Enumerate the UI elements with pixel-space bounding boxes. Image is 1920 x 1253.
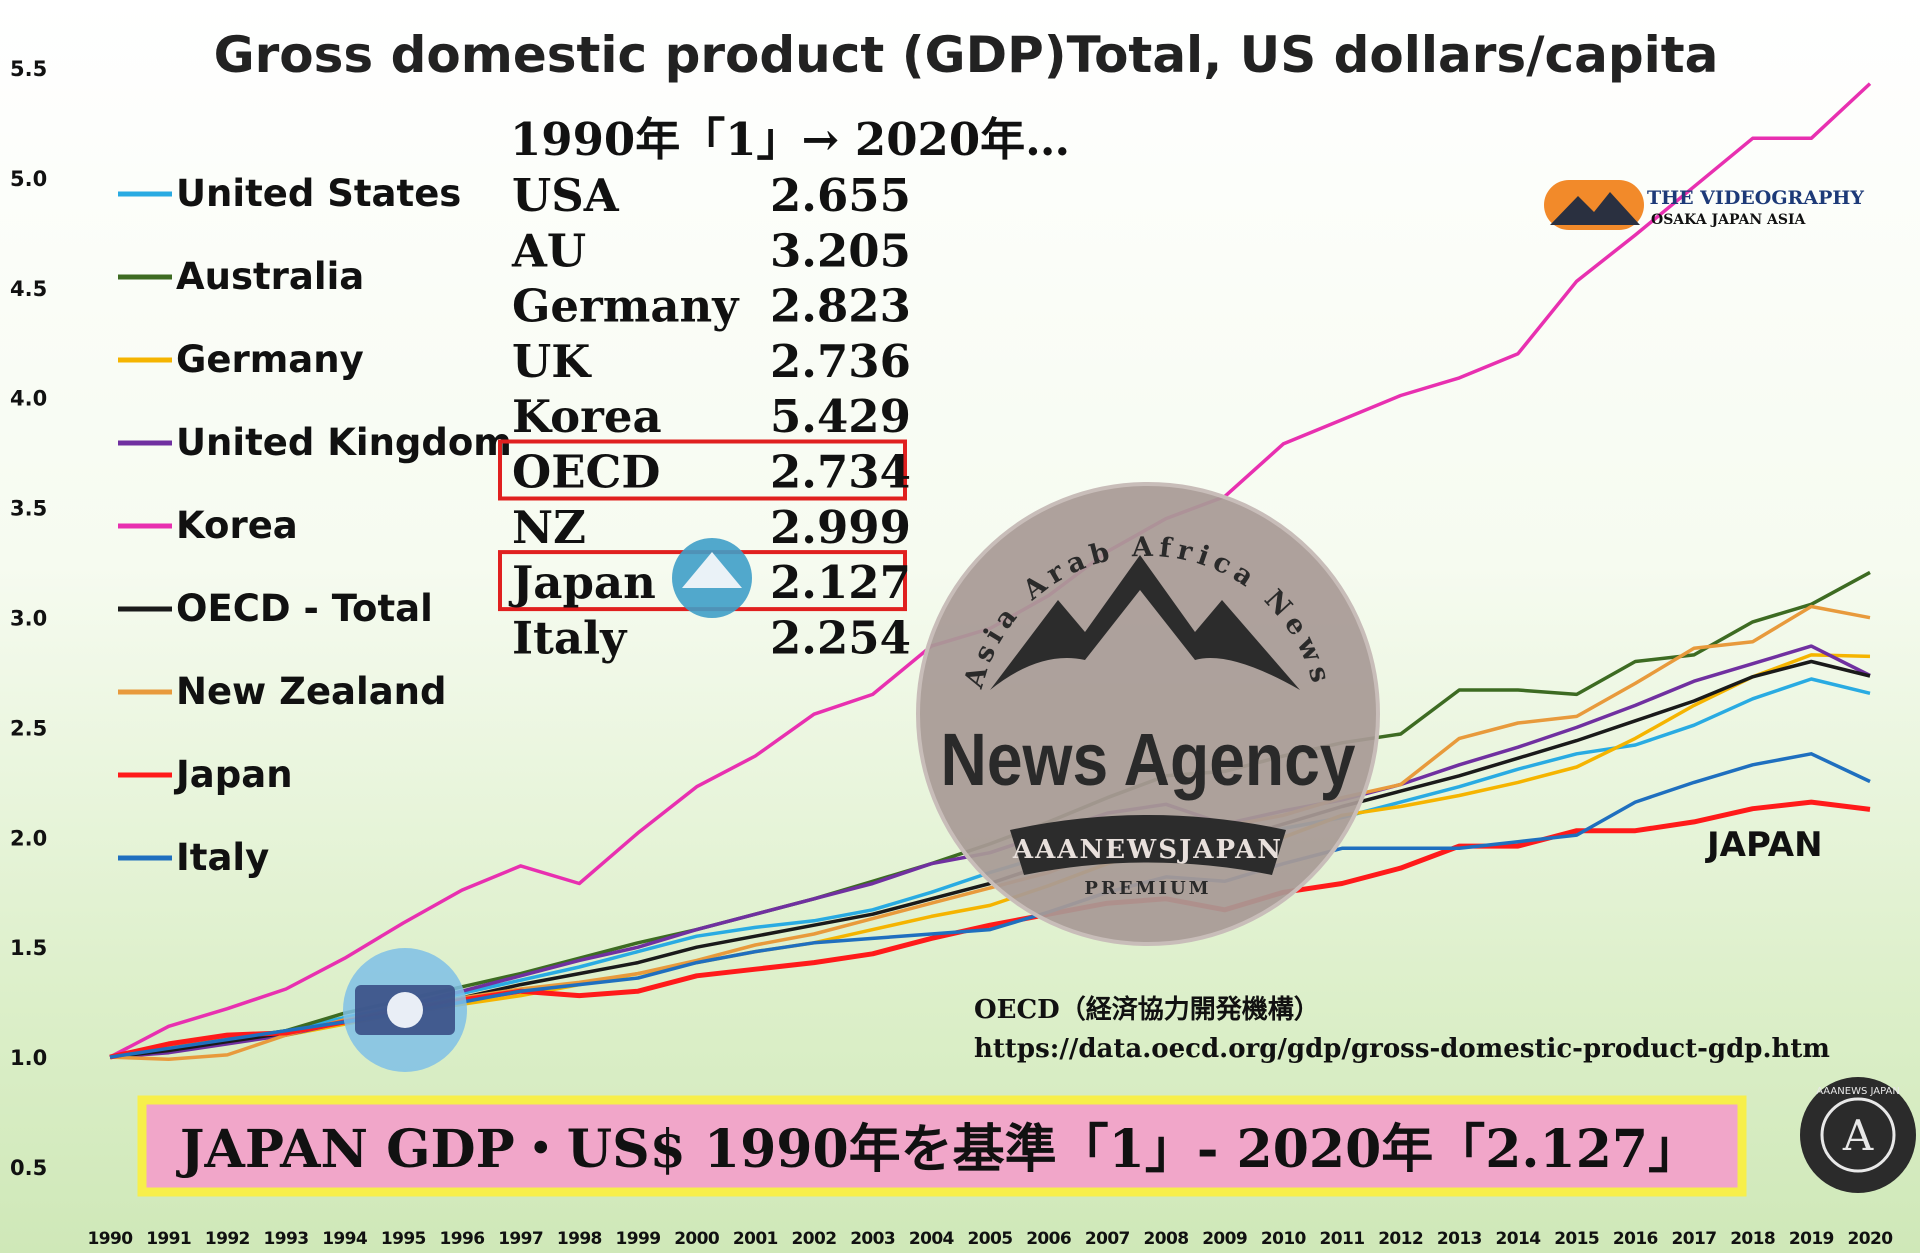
mountain-icon [1550,192,1640,225]
x-tick-label: 2011 [1320,1229,1365,1249]
x-tick-label: 2016 [1613,1229,1658,1249]
x-tick-label: 2017 [1672,1229,1717,1249]
ribbon-banner [1010,815,1286,875]
y-tick-label: 5.0 [10,167,47,191]
y-tick-label: 1.5 [10,936,47,960]
legend-label: Italy [176,836,269,879]
aaanews-badge: A AAANEWS JAPAN [1800,1077,1916,1193]
y-tick-label: 4.5 [10,277,47,301]
table-header: 1990年「1」→ 2020年… [510,113,1070,166]
y-tick-label: 4.0 [10,387,47,411]
videography-logo: THE VIDEOGRAPHY OSAKA JAPAN ASIA [1544,180,1864,230]
values-table: 1990年「1」→ 2020年… USA 2.655 AU 3.205 Germany 2… [498,113,1070,664]
x-tick-label: 1997 [498,1229,543,1249]
mountain-icon [990,555,1300,690]
mountain-icon [682,552,742,588]
table-row-label: NZ [512,501,586,554]
x-tick-label: 2000 [674,1229,720,1249]
table-row-label: Japan [508,556,656,609]
table-row-label: Italy [512,611,628,664]
table-row-value: 2.254 [770,611,911,664]
x-tick-label: 2019 [1789,1229,1834,1249]
x-tick-label: 2005 [968,1229,1013,1249]
table-row-value: 2.127 [770,556,911,609]
x-tick-label: 2009 [1202,1229,1247,1249]
y-tick-label: 2.5 [10,716,47,740]
x-tick-label: 2004 [909,1229,955,1249]
legend: United States Australia Germany United King… [118,172,512,879]
camera-logo [343,948,467,1072]
table-row-label: Korea [512,390,662,443]
x-tick-label: 2012 [1378,1229,1423,1249]
x-tick-label: 2020 [1848,1229,1894,1249]
x-tick-label: 2018 [1730,1229,1775,1249]
y-tick-label: 2.0 [10,826,47,850]
x-tick-label: 1995 [381,1229,426,1249]
x-tick-label: 2008 [1144,1229,1189,1249]
x-tick-label: 1990 [88,1229,134,1249]
videography-badge-small [672,538,752,618]
table-row-label: AU [511,224,586,277]
x-tick-label: 2001 [733,1229,778,1249]
x-tick-label: 2015 [1554,1229,1599,1249]
y-tick-label: 0.5 [10,1156,47,1180]
table-row-value: 5.429 [770,390,911,443]
x-tick-label: 2002 [792,1229,837,1249]
legend-label: Australia [176,255,364,298]
table-row-value: 3.205 [770,224,911,277]
y-tick-label: 3.5 [10,497,47,521]
x-tick-label: 1996 [440,1229,485,1249]
y-tick-label: 5.5 [10,57,47,81]
watermark-ribbon-text: AAANEWSJAPAN [1012,835,1283,865]
legend-label: Korea [176,504,298,547]
x-tick-label: 2010 [1261,1229,1307,1249]
videography-title: THE VIDEOGRAPHY [1647,187,1864,209]
x-tick-label: 1992 [205,1229,250,1249]
watermark-tag: PREMIUM [1084,878,1211,899]
banner-box [137,1095,1747,1197]
x-tick-label: 2007 [1085,1229,1130,1249]
japan-annotation: JAPAN [1705,825,1823,865]
source-line-2: https://data.oecd.org/gdp/gross-domestic… [974,1034,1830,1064]
x-tick-label: 2003 [850,1229,895,1249]
x-tick-label: 1999 [616,1229,661,1249]
legend-label: Germany [176,338,364,381]
x-axis-ticks: 1990 1991 1992 1993 1994 1995 1996 1997 1998 1999… [88,1229,1894,1249]
y-axis-ticks: 5.5 5.0 4.5 4.0 3.5 3.0 2.5 2.0 1.5 1.0 0.5 [10,57,47,1180]
x-tick-label: 1993 [264,1229,309,1249]
x-tick-label: 1998 [557,1229,602,1249]
legend-label: New Zealand [176,670,447,713]
table-row-label: Germany [512,280,740,333]
banner-text: JAPAN GDP・US$ 1990年を基準「1」- 2020年「2.127」 [176,1119,1700,1180]
x-tick-label: 2013 [1437,1229,1482,1249]
videography-subtitle: OSAKA JAPAN ASIA [1651,212,1807,228]
table-row-value: 2.736 [770,335,911,388]
table-row-value: 2.999 [770,501,911,554]
x-tick-label: 1994 [322,1229,368,1249]
table-row-label: UK [512,335,592,388]
table-row-value: 2.655 [770,169,911,222]
watermark-name: News Agency [941,718,1356,801]
x-tick-label: 1991 [146,1229,191,1249]
source-line-1: OECD（経済協力開発機構） [974,994,1320,1025]
highlight-box [498,439,907,501]
chart-title: Gross domestic product (GDP)Total, US do… [214,26,1719,84]
legend-label: OECD - Total [176,587,433,630]
table-row-label: OECD [512,446,660,499]
table-row-value: 2.823 [770,280,911,333]
letter-a-icon: A [1842,1111,1874,1160]
badge-text: AAANEWS JAPAN [1816,1086,1900,1097]
news-agency-watermark: Asia Arab Africa News News Agency AAANEW… [916,482,1380,946]
x-tick-label: 2006 [1026,1229,1071,1249]
y-tick-label: 3.0 [10,607,47,631]
legend-label: United States [176,172,461,215]
y-tick-label: 1.0 [10,1046,47,1070]
table-row-label: USA [512,169,620,222]
legend-label: Japan [173,753,293,796]
x-tick-label: 2014 [1496,1229,1542,1249]
table-row-value: 2.734 [770,446,911,499]
legend-label: United Kingdom [176,421,512,464]
